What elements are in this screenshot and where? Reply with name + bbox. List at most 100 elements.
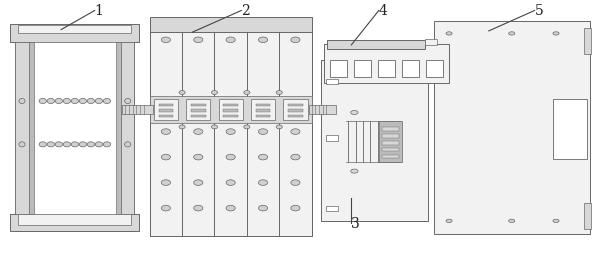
Bar	[382, 148, 399, 152]
Ellipse shape	[55, 142, 62, 147]
Bar	[378, 61, 395, 77]
Bar	[382, 141, 399, 145]
Bar	[584, 29, 591, 55]
Bar	[382, 155, 399, 159]
Ellipse shape	[291, 38, 300, 43]
Bar	[191, 110, 205, 112]
Ellipse shape	[125, 99, 131, 104]
Bar	[284, 100, 307, 121]
Ellipse shape	[161, 155, 170, 160]
Ellipse shape	[226, 205, 235, 211]
Bar	[10, 25, 139, 43]
Bar	[159, 115, 173, 118]
Bar	[15, 28, 134, 231]
Ellipse shape	[79, 142, 87, 147]
Bar	[159, 104, 173, 107]
Ellipse shape	[39, 99, 46, 104]
Bar	[426, 61, 443, 77]
Bar	[256, 115, 270, 118]
Bar	[251, 100, 275, 121]
Bar	[18, 215, 131, 225]
Bar	[224, 104, 238, 107]
Bar	[321, 61, 428, 221]
Bar	[354, 61, 371, 77]
Bar	[256, 104, 270, 107]
Bar	[219, 100, 243, 121]
Ellipse shape	[508, 33, 514, 36]
Ellipse shape	[79, 99, 87, 104]
Ellipse shape	[258, 129, 268, 135]
Ellipse shape	[179, 91, 185, 95]
Ellipse shape	[244, 125, 250, 129]
Bar	[324, 44, 449, 84]
Ellipse shape	[258, 38, 268, 43]
Ellipse shape	[95, 99, 103, 104]
Ellipse shape	[47, 99, 54, 104]
Ellipse shape	[194, 180, 203, 186]
Text: 1: 1	[95, 5, 104, 18]
Bar	[327, 41, 425, 50]
Bar	[29, 43, 34, 215]
Ellipse shape	[63, 142, 70, 147]
Ellipse shape	[87, 99, 95, 104]
Bar	[425, 39, 437, 46]
Ellipse shape	[291, 205, 300, 211]
Bar	[150, 97, 312, 124]
Ellipse shape	[103, 99, 111, 104]
Ellipse shape	[87, 142, 95, 147]
Ellipse shape	[291, 180, 300, 186]
Bar	[224, 115, 238, 118]
Bar	[116, 43, 121, 215]
Ellipse shape	[226, 155, 235, 160]
Ellipse shape	[211, 125, 218, 129]
Ellipse shape	[71, 99, 78, 104]
Ellipse shape	[258, 180, 268, 186]
Bar	[186, 100, 210, 121]
Bar	[288, 115, 302, 118]
Ellipse shape	[276, 125, 282, 129]
FancyBboxPatch shape	[553, 100, 587, 160]
Ellipse shape	[161, 180, 170, 186]
Ellipse shape	[125, 142, 131, 147]
Bar	[34, 43, 116, 215]
Bar	[326, 136, 338, 141]
Text: 4: 4	[379, 5, 388, 18]
Bar	[150, 19, 312, 236]
Ellipse shape	[446, 219, 452, 223]
Bar	[379, 122, 402, 163]
Ellipse shape	[351, 111, 358, 115]
Text: 3: 3	[351, 217, 360, 230]
Ellipse shape	[291, 155, 300, 160]
Text: 2: 2	[241, 5, 250, 18]
Ellipse shape	[71, 142, 78, 147]
Ellipse shape	[55, 99, 62, 104]
Ellipse shape	[39, 142, 46, 147]
Ellipse shape	[244, 91, 250, 95]
Ellipse shape	[258, 205, 268, 211]
Bar	[584, 203, 591, 229]
Ellipse shape	[553, 33, 559, 36]
Ellipse shape	[47, 142, 54, 147]
Ellipse shape	[179, 125, 185, 129]
Bar	[382, 134, 399, 138]
Bar	[326, 206, 338, 211]
Ellipse shape	[161, 205, 170, 211]
Bar	[18, 25, 131, 33]
Ellipse shape	[291, 129, 300, 135]
Ellipse shape	[95, 142, 103, 147]
Bar	[256, 110, 270, 112]
Ellipse shape	[258, 155, 268, 160]
Bar	[382, 128, 399, 131]
Bar	[288, 104, 302, 107]
Bar	[191, 104, 205, 107]
Bar	[15, 43, 29, 215]
Bar	[121, 43, 134, 215]
Bar	[122, 106, 153, 115]
Bar	[288, 110, 302, 112]
Ellipse shape	[194, 205, 203, 211]
Ellipse shape	[276, 91, 282, 95]
Ellipse shape	[508, 219, 514, 223]
Bar	[159, 110, 173, 112]
Bar	[330, 61, 347, 77]
Bar	[154, 100, 178, 121]
